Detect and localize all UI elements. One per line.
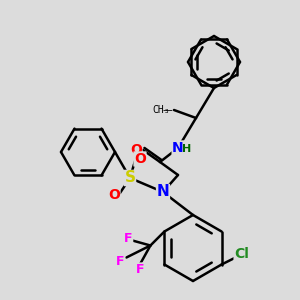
Text: F: F <box>116 255 125 268</box>
Text: N: N <box>157 184 169 200</box>
Text: N: N <box>172 141 184 155</box>
Text: F: F <box>124 232 133 245</box>
Text: F: F <box>136 263 145 276</box>
Text: CH₃: CH₃ <box>152 105 170 115</box>
Text: —: — <box>162 105 172 115</box>
Text: S: S <box>124 170 136 185</box>
Text: O: O <box>108 188 120 202</box>
Text: Cl: Cl <box>234 248 249 262</box>
Text: O: O <box>134 152 146 166</box>
Text: H: H <box>182 144 192 154</box>
Text: O: O <box>130 143 142 157</box>
